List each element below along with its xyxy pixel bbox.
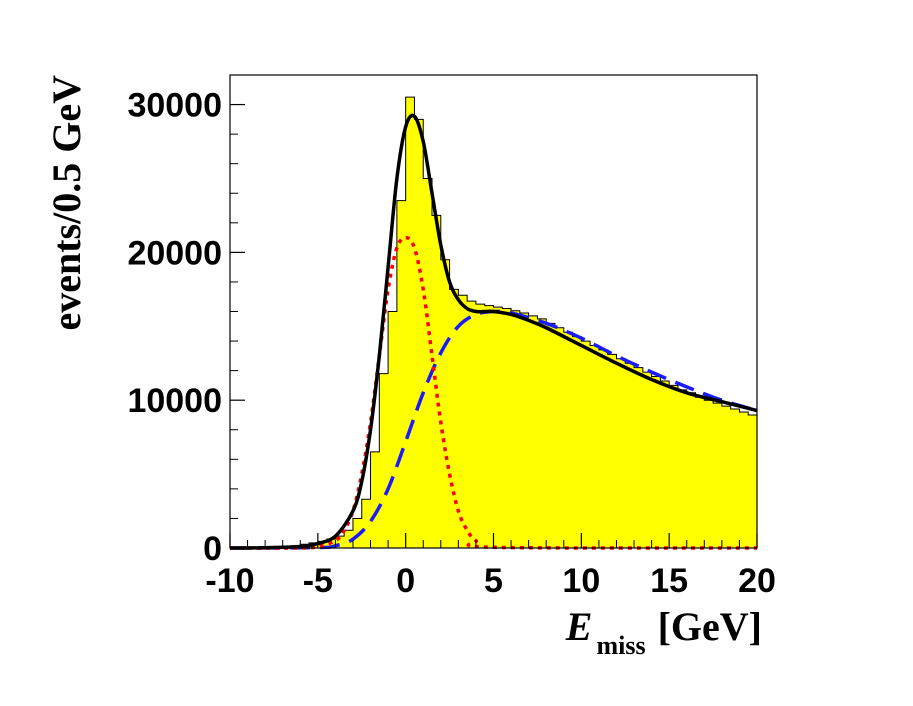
histogram-bar — [572, 336, 582, 548]
histogram-bar — [361, 499, 371, 548]
histogram-bar — [458, 295, 468, 548]
histogram-bar — [423, 178, 433, 548]
x-tick-label: 20 — [738, 562, 776, 600]
curves-layer — [229, 113, 758, 550]
histogram-bar — [502, 308, 512, 548]
histogram-bar — [590, 345, 600, 548]
y-tick-label: 30000 — [127, 87, 222, 125]
histogram-bar — [651, 376, 661, 548]
histogram-bar — [528, 315, 538, 548]
histogram-bar — [642, 372, 652, 548]
histogram-bar — [721, 406, 732, 548]
histogram-bar — [484, 305, 494, 548]
histogram-bar — [388, 311, 398, 548]
histogram-bar — [475, 304, 486, 548]
histogram-bar — [581, 341, 591, 548]
histogram-bar — [554, 327, 565, 548]
histogram-layer — [230, 96, 758, 549]
y-axis-title: events/0.5 GeV — [44, 75, 89, 331]
histogram-bar — [414, 119, 424, 548]
x-axis-unit: [GeV] — [658, 604, 762, 649]
histogram-bar — [660, 380, 670, 548]
histogram-bar — [563, 332, 573, 548]
histogram-bar — [607, 354, 617, 548]
histogram-bar — [370, 451, 380, 548]
histogram-bar — [432, 215, 442, 548]
x-tick-label: 0 — [396, 562, 415, 600]
x-tick-label: 15 — [650, 562, 688, 600]
histogram-bar — [449, 289, 459, 548]
histogram-bar — [616, 358, 626, 548]
histogram-bar — [704, 400, 714, 548]
histogram-bar — [598, 349, 609, 548]
histogram-bar — [625, 363, 635, 548]
histogram-bar — [379, 373, 389, 548]
tick-marks — [229, 74, 758, 549]
histogram-bar — [405, 97, 415, 548]
histogram-bar — [352, 518, 363, 548]
histogram-bar — [713, 403, 723, 548]
histogram-bar — [396, 200, 407, 548]
histogram-bar — [748, 414, 758, 548]
x-axis-subscript: miss — [596, 631, 645, 660]
histogram-bar — [537, 318, 547, 548]
x-tick-label: 5 — [484, 562, 503, 600]
x-tick-label: -10 — [205, 562, 254, 600]
peak-component-curve — [229, 235, 758, 550]
histogram-bar — [634, 367, 644, 548]
histogram-bar — [440, 259, 450, 548]
y-tick-label: 10000 — [127, 382, 222, 420]
x-axis-symbol: E — [565, 604, 593, 649]
histogram-bar — [493, 307, 503, 548]
histogram-bar — [519, 312, 530, 548]
histogram-bar — [467, 301, 477, 548]
histogram-bar — [695, 397, 705, 548]
histogram-outline — [230, 96, 757, 549]
histogram-bar — [686, 392, 696, 548]
background-component-curve — [229, 309, 758, 550]
histogram-bar — [669, 385, 679, 548]
y-tick-label: 20000 — [127, 234, 222, 272]
x-tick-label: -5 — [303, 562, 333, 600]
histogram-bar — [511, 310, 521, 548]
y-tick-label: 0 — [203, 530, 222, 568]
histogram-bar — [546, 323, 556, 548]
x-tick-label: 10 — [562, 562, 600, 600]
histogram-bar — [344, 530, 354, 548]
histogram-bar — [730, 409, 740, 548]
tick-labels: -10 -5 0 5 10 15 20 0 10000 20000 30000 — [127, 87, 775, 600]
total-fit-curve — [229, 113, 758, 550]
histogram-bar — [677, 389, 688, 548]
histogram-bar — [335, 536, 345, 548]
histogram-bar — [739, 412, 749, 548]
